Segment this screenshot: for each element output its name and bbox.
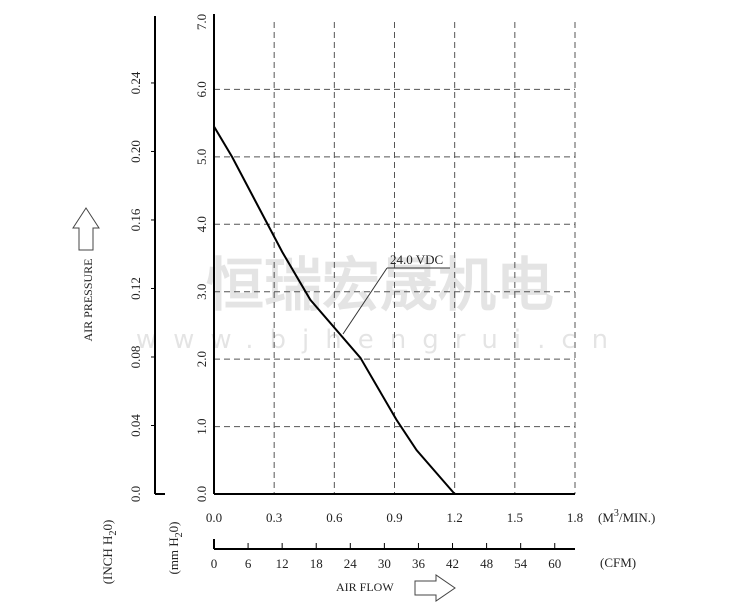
x2-tick-label: 12 xyxy=(276,556,289,571)
x-tick-label: 0.0 xyxy=(206,510,222,525)
up-arrow-icon xyxy=(72,207,100,251)
x-tick-label: 1.2 xyxy=(447,510,463,525)
x2-tick-label: 48 xyxy=(480,556,493,571)
grid xyxy=(214,22,576,494)
tick-labels: 0.0 0.3 0.6 0.9 1.2 1.5 1.8 0.0 1.0 2.0 3.0 4.0 5.0 6… xyxy=(128,14,583,571)
x2-tick-label: 18 xyxy=(310,556,323,571)
y2-tick-label: 0.04 xyxy=(128,414,143,437)
x2-tick-label: 6 xyxy=(245,556,252,571)
y-tick-label: 2.0 xyxy=(194,351,209,367)
y-tick-label: 4.0 xyxy=(194,216,209,232)
svg-text:恒瑞宏晟机电: 恒瑞宏晟机电 xyxy=(206,251,554,319)
y2-tick-label: 0.0 xyxy=(128,486,143,502)
y-tick-label: 7.0 xyxy=(194,14,209,30)
x-tick-label: 0.9 xyxy=(386,510,402,525)
annotation-label: 24.0 VDC xyxy=(390,252,443,267)
x2-unit-label: (CFM) xyxy=(600,555,636,570)
y2-tick-label: 0.12 xyxy=(128,277,143,300)
svg-text:(mm H20): (mm H20) xyxy=(166,521,185,574)
x2-tick-label: 30 xyxy=(378,556,391,571)
y-tick-label: 6.0 xyxy=(194,81,209,97)
x2-tick-label: 42 xyxy=(446,556,459,571)
right-arrow-icon xyxy=(414,574,456,602)
x2-tick-label: 54 xyxy=(514,556,528,571)
axes xyxy=(151,14,575,550)
x2-tick-label: 60 xyxy=(548,556,561,571)
y-axis-title: AIR PRESSURE xyxy=(81,258,95,341)
x2-tick-label: 24 xyxy=(344,556,358,571)
x-tick-label: 1.5 xyxy=(507,510,523,525)
annotation-leader xyxy=(342,267,388,335)
y-unit-label: (mm H20) xyxy=(166,521,185,574)
x-tick-label: 0.3 xyxy=(266,510,282,525)
y2-tick-label: 0.08 xyxy=(128,346,143,369)
x2-tick-label: 36 xyxy=(412,556,426,571)
x-axis-title: AIR FLOW xyxy=(336,580,394,594)
x-unit-label: (M3/MIN.) xyxy=(598,508,655,525)
watermark: 恒瑞宏晟机电 www.bjhengrui.cn xyxy=(136,251,624,355)
series-line-24vdc xyxy=(213,125,456,495)
y-tick-label: 5.0 xyxy=(194,149,209,165)
y-tick-label: 3.0 xyxy=(194,284,209,300)
svg-text:(INCH H20): (INCH H20) xyxy=(100,520,119,585)
y2-unit-label: (INCH H20) xyxy=(100,520,119,585)
x2-tick-label: 0 xyxy=(211,556,218,571)
y2-tick-label: 0.24 xyxy=(128,71,143,94)
y2-tick-label: 0.20 xyxy=(128,140,143,163)
x-tick-label: 0.6 xyxy=(326,510,343,525)
x-tick-label: 1.8 xyxy=(567,510,583,525)
y-axis-title-text: AIR PRESSURE xyxy=(81,258,95,341)
y-tick-label: 0.0 xyxy=(194,486,209,502)
y-tick-label: 1.0 xyxy=(194,418,209,434)
svg-text:www.bjhengrui.cn: www.bjhengrui.cn xyxy=(136,325,624,355)
y2-tick-label: 0.16 xyxy=(128,208,143,231)
